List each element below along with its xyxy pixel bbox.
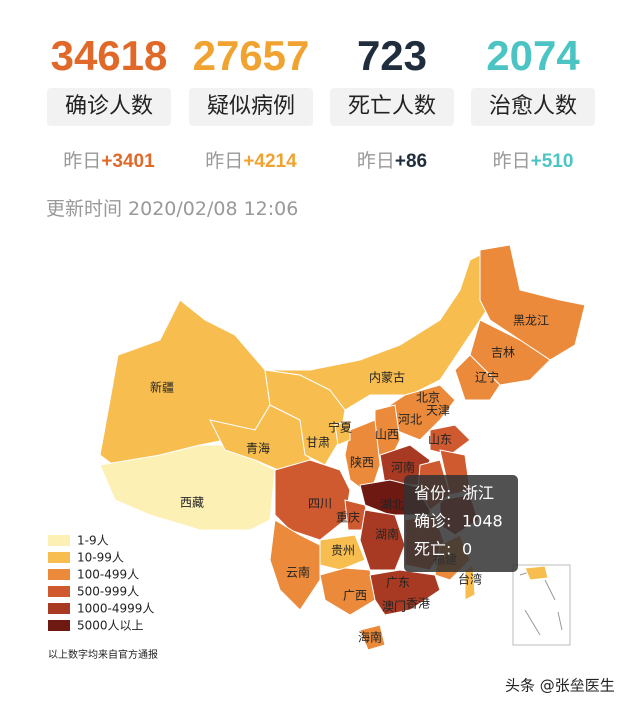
legend-swatch bbox=[48, 535, 70, 546]
stat-delta: 昨日+3401 bbox=[44, 146, 174, 173]
delta-value: +3401 bbox=[101, 151, 155, 172]
delta-label: 昨日 bbox=[63, 150, 102, 172]
province bbox=[359, 509, 406, 571]
stat-label: 治愈人数 bbox=[471, 88, 595, 126]
legend-label: 100-499人 bbox=[77, 568, 139, 582]
legend-label: 1000-4999人 bbox=[77, 602, 154, 616]
province-label: 新疆 bbox=[150, 380, 174, 395]
province-label: 西藏 bbox=[180, 496, 204, 510]
tooltip-key: 确诊: bbox=[414, 512, 451, 531]
inset-land bbox=[524, 565, 549, 581]
province-label: 山东 bbox=[428, 433, 452, 447]
legend-swatch bbox=[48, 586, 70, 597]
legend-swatch bbox=[48, 569, 70, 580]
province bbox=[334, 419, 351, 446]
province bbox=[274, 459, 351, 541]
stat-value: 723 bbox=[356, 32, 428, 79]
stat-value: 34618 bbox=[50, 32, 168, 79]
legend-label: 10-99人 bbox=[77, 551, 124, 565]
province-label: 河南 bbox=[391, 460, 415, 475]
stat-delta: 昨日+86 bbox=[327, 146, 457, 173]
province bbox=[99, 444, 276, 531]
legend-label: 500-999人 bbox=[77, 585, 139, 599]
province-label: 吉林 bbox=[491, 346, 515, 360]
province bbox=[359, 624, 386, 651]
delta-label: 昨日 bbox=[356, 150, 395, 172]
delta-label: 昨日 bbox=[492, 150, 531, 172]
stat-label: 确诊人数 bbox=[47, 88, 171, 126]
province-label: 辽宁 bbox=[475, 370, 499, 385]
province-label: 澳门 bbox=[382, 599, 406, 614]
province-label: 云南 bbox=[286, 565, 310, 580]
watermark: 头条 @张垒医生 bbox=[505, 677, 615, 695]
province-label: 湖北 bbox=[380, 497, 404, 512]
tooltip: 省份: 浙江 确诊: 1048 死亡: 0 bbox=[404, 475, 518, 572]
tooltip-key: 死亡: bbox=[414, 540, 451, 559]
province-label: 海南 bbox=[358, 630, 382, 645]
legend-swatch bbox=[48, 620, 70, 631]
stat-value: 2074 bbox=[486, 32, 580, 79]
legend-label: 1-9人 bbox=[77, 534, 109, 548]
province bbox=[479, 244, 586, 361]
province-label: 台湾 bbox=[458, 572, 482, 587]
province bbox=[269, 519, 321, 611]
province-label: 宁夏 bbox=[328, 420, 352, 435]
province-label: 天津 bbox=[426, 404, 450, 418]
tooltip-key: 省份: bbox=[414, 484, 451, 503]
province-label: 香港 bbox=[406, 597, 430, 611]
province bbox=[429, 424, 471, 456]
province-label: 河北 bbox=[398, 413, 422, 427]
stat: 2074 治愈人数昨日+510 bbox=[468, 30, 598, 173]
legend-label: 5000人以上 bbox=[77, 619, 144, 633]
province-label: 山西 bbox=[375, 428, 399, 442]
delta-value: +86 bbox=[394, 151, 428, 172]
stat-delta: 昨日+510 bbox=[468, 146, 598, 173]
tooltip-box bbox=[404, 475, 518, 572]
province-label: 重庆 bbox=[336, 511, 360, 525]
footnote: 以上数字均来自官方通报 bbox=[48, 648, 158, 661]
province bbox=[319, 534, 366, 571]
tooltip-value: 0 bbox=[462, 540, 472, 559]
province-label: 陕西 bbox=[350, 455, 374, 470]
province bbox=[454, 354, 501, 401]
stat-label: 死亡人数 bbox=[330, 88, 454, 126]
update-time: 更新时间 2020/02/08 12:06 bbox=[46, 198, 299, 220]
inset-lines bbox=[519, 569, 563, 636]
province-label: 湖南 bbox=[375, 527, 399, 542]
legend-swatch bbox=[48, 552, 70, 563]
stat: 723 死亡人数昨日+86 bbox=[327, 30, 457, 173]
stat-label: 疑似病例 bbox=[189, 88, 313, 126]
province-label: 广东 bbox=[386, 576, 410, 590]
province-label: 贵州 bbox=[331, 544, 355, 558]
province-label: 广西 bbox=[343, 589, 367, 603]
province-label: 青海 bbox=[246, 441, 270, 456]
delta-value: +4214 bbox=[243, 151, 297, 172]
stat: 27657 疑似病例昨日+4214 bbox=[186, 30, 316, 173]
tooltip-value: 1048 bbox=[462, 512, 503, 531]
delta-label: 昨日 bbox=[205, 150, 244, 172]
province-label: 黑龙江 bbox=[513, 314, 549, 328]
province-label: 四川 bbox=[308, 497, 332, 511]
legend-swatch bbox=[48, 603, 70, 614]
legend: 1-9人 10-99人 100-499人 500-999人 1000-4999人 5000… bbox=[48, 534, 154, 633]
stat-delta: 昨日+4214 bbox=[186, 146, 316, 173]
stat-value: 27657 bbox=[192, 32, 310, 79]
stat: 34618 确诊人数昨日+3401 bbox=[44, 30, 174, 173]
delta-value: +510 bbox=[530, 151, 574, 172]
province-label: 甘肃 bbox=[306, 436, 330, 450]
province-label: 内蒙古 bbox=[369, 370, 405, 385]
south-sea-inset bbox=[512, 564, 571, 646]
tooltip-value: 浙江 bbox=[462, 484, 494, 503]
province-label: 北京 bbox=[416, 391, 440, 405]
